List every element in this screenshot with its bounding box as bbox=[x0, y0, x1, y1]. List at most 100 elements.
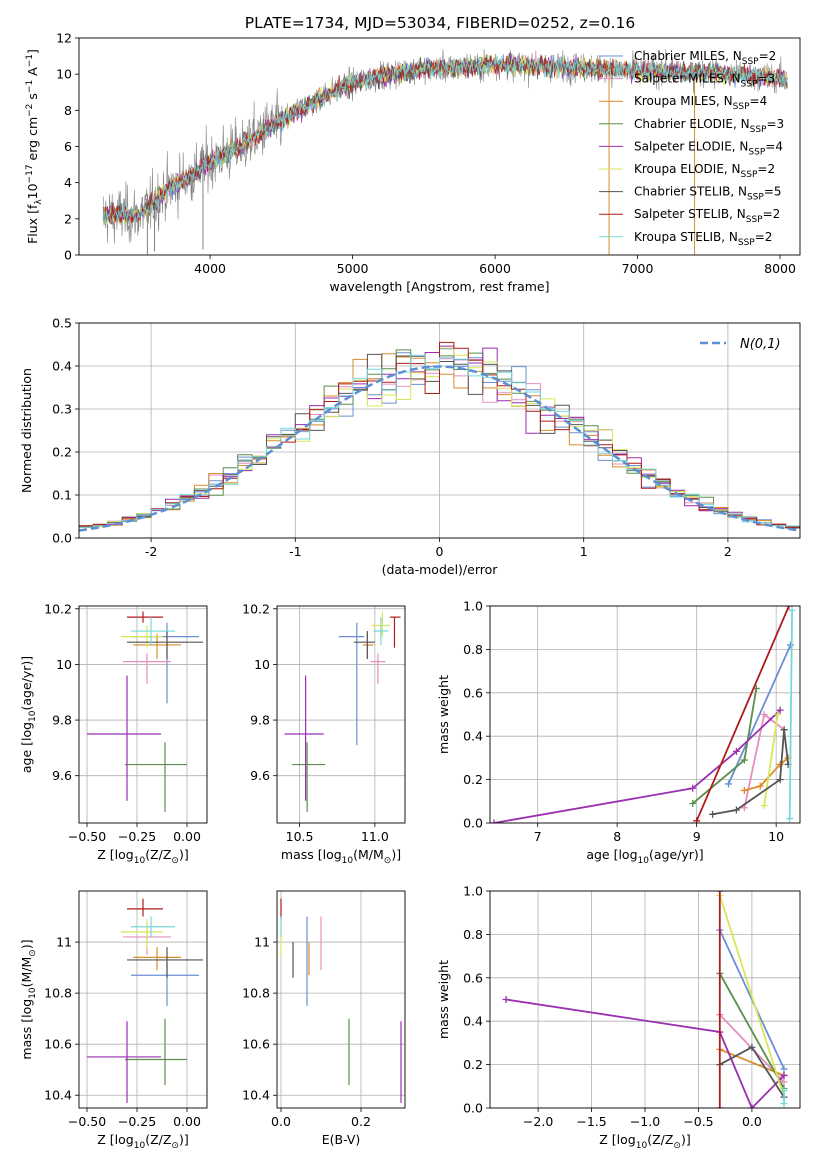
y-tick-label: 4 bbox=[64, 175, 72, 190]
weights-chabrier-miles bbox=[724, 641, 794, 788]
weight-marker bbox=[748, 1104, 756, 1108]
weight-marker bbox=[748, 1043, 756, 1051]
y-tick-label: 10.4 bbox=[242, 1088, 270, 1103]
errorbar-chabrier-elodie bbox=[125, 1018, 187, 1086]
x-axis-label: Z [log10(Z/Z⊙)] bbox=[599, 1132, 690, 1151]
y-tick-label: 0.0 bbox=[52, 531, 72, 546]
weight-marker bbox=[709, 810, 717, 818]
grid bbox=[79, 891, 207, 1108]
errorbar-salpeter-stelib bbox=[127, 898, 163, 917]
legend: Chabrier MILES, NSSP=2 Salpeter MILES, NS… bbox=[599, 49, 784, 248]
y-tick-label: 10.8 bbox=[242, 986, 270, 1001]
x-tick-label: 8000 bbox=[764, 261, 796, 276]
errorbar-chabrier-elodie bbox=[125, 742, 187, 812]
x-axis-label: Z [log10(Z/Z⊙)] bbox=[97, 847, 188, 866]
errorbar-kroupa-miles bbox=[133, 947, 181, 971]
weight-marker bbox=[716, 1104, 724, 1108]
errorbar-chabrier-miles bbox=[131, 622, 199, 704]
weight-line bbox=[788, 610, 793, 819]
y-tick-label: 10.2 bbox=[44, 601, 72, 616]
weight-marker bbox=[502, 996, 510, 1003]
normal-curve bbox=[79, 365, 800, 532]
weight-line bbox=[719, 973, 785, 1089]
y-tick-label: 6 bbox=[64, 139, 72, 154]
weight-marker bbox=[689, 799, 697, 807]
weight-marker bbox=[689, 784, 697, 792]
axes-frame bbox=[489, 605, 801, 824]
y-tick-label: 12 bbox=[56, 31, 72, 46]
y-tick-label: 0.4 bbox=[463, 729, 483, 744]
weight-line bbox=[718, 929, 785, 1070]
errorbar-kroupa-elodie bbox=[121, 919, 163, 950]
y-tick-label: 11 bbox=[254, 935, 270, 950]
axes-frame bbox=[276, 890, 406, 1109]
y-tick-label: 10.8 bbox=[44, 986, 72, 1001]
plot-area bbox=[79, 341, 800, 532]
x-tick-label: −1.0 bbox=[630, 1114, 660, 1129]
panel-spectrum: 4000 5000 6000 7000 8000 0 2 4 6 8 10 12 wavelength … bbox=[25, 31, 801, 294]
legend-entry: N(0,1) bbox=[740, 337, 781, 352]
x-tick-label: −0.50 bbox=[68, 829, 106, 844]
axes-frame bbox=[78, 322, 801, 539]
weight-marker bbox=[780, 1071, 788, 1079]
y-tick-label: 0.0 bbox=[463, 816, 483, 831]
weight-marker bbox=[490, 819, 498, 823]
x-tick-label: 7 bbox=[534, 829, 542, 844]
legend-entry: Salpeter MILES, NSSP=3 bbox=[634, 72, 775, 90]
y-tick-label: 9.6 bbox=[250, 768, 270, 783]
y-tick-label: 0.4 bbox=[52, 359, 72, 374]
x-axis-label: mass [log10(M/M⊙)] bbox=[281, 847, 401, 866]
grid bbox=[79, 606, 207, 823]
x-tick-label: −0.25 bbox=[118, 1114, 156, 1129]
plot-area bbox=[502, 891, 788, 1108]
plot-area bbox=[102, 49, 788, 255]
weights-kroupa-stelib bbox=[780, 1087, 788, 1108]
weight-marker bbox=[760, 711, 768, 718]
y-axis-label: mass [log10(M/M⊙)] bbox=[19, 939, 38, 1059]
errorbar-chabrier-miles bbox=[338, 622, 365, 746]
x-tick-label: 0.0 bbox=[271, 1114, 291, 1129]
x-tick-label: 10 bbox=[768, 829, 784, 844]
weight-line bbox=[493, 709, 781, 823]
y-tick-label: 2 bbox=[64, 211, 72, 226]
histogram-kroupa-stelib bbox=[79, 354, 800, 528]
x-axis-label: age [log10(age/yr)] bbox=[586, 847, 703, 866]
axes-frame bbox=[276, 605, 406, 824]
y-tick-label: 10.4 bbox=[44, 1088, 72, 1103]
y-tick-label: 0 bbox=[64, 248, 72, 263]
weight-line bbox=[744, 757, 789, 792]
weight-marker bbox=[780, 1065, 788, 1073]
x-axis-label: (data-model)/error bbox=[382, 562, 499, 577]
weight-line bbox=[727, 644, 792, 785]
y-tick-label: 8 bbox=[64, 103, 72, 118]
legend-entry: Chabrier STELIB, NSSP=5 bbox=[634, 185, 782, 203]
y-tick-label: 10 bbox=[56, 657, 72, 672]
errorbar-salpeter-elodie bbox=[87, 675, 161, 801]
model-fit-salpeter-stelib bbox=[102, 55, 788, 225]
weight-marker bbox=[774, 711, 782, 718]
model-fit-kroupa-stelib bbox=[102, 54, 788, 224]
y-tick-label: 11 bbox=[56, 935, 72, 950]
plot-area bbox=[284, 611, 401, 812]
y-axis-label: age [log10(age/yr)] bbox=[19, 656, 38, 773]
x-tick-label: 9 bbox=[693, 829, 701, 844]
x-tick-label: 0.0 bbox=[742, 1114, 762, 1129]
grid bbox=[277, 606, 405, 823]
x-tick-label: 4000 bbox=[194, 261, 226, 276]
weight-marker bbox=[780, 1087, 788, 1095]
y-tick-label: 0.3 bbox=[52, 402, 72, 417]
x-tick-label: 1 bbox=[580, 544, 588, 559]
errorbar-salpeter-stelib bbox=[389, 616, 401, 648]
y-tick-label: 0.2 bbox=[52, 445, 72, 460]
errorbar-chabrier-miles bbox=[131, 962, 199, 1006]
panel-mass-vs-ebv: 0.0 0.2 10.4 10.6 10.8 11 E(B-V) bbox=[242, 890, 406, 1147]
weight-marker bbox=[716, 891, 724, 895]
weights-salpeter-stelib bbox=[716, 891, 724, 1108]
y-tick-label: 0.2 bbox=[463, 772, 483, 787]
weight-marker bbox=[760, 802, 768, 810]
weight-marker bbox=[756, 782, 764, 790]
legend-entry: Salpeter STELIB, NSSP=2 bbox=[634, 207, 780, 225]
panels: 4000 5000 6000 7000 8000024681012wavelength … bbox=[19, 31, 801, 1151]
legend-entry: Chabrier MILES, NSSP=2 bbox=[634, 49, 776, 67]
